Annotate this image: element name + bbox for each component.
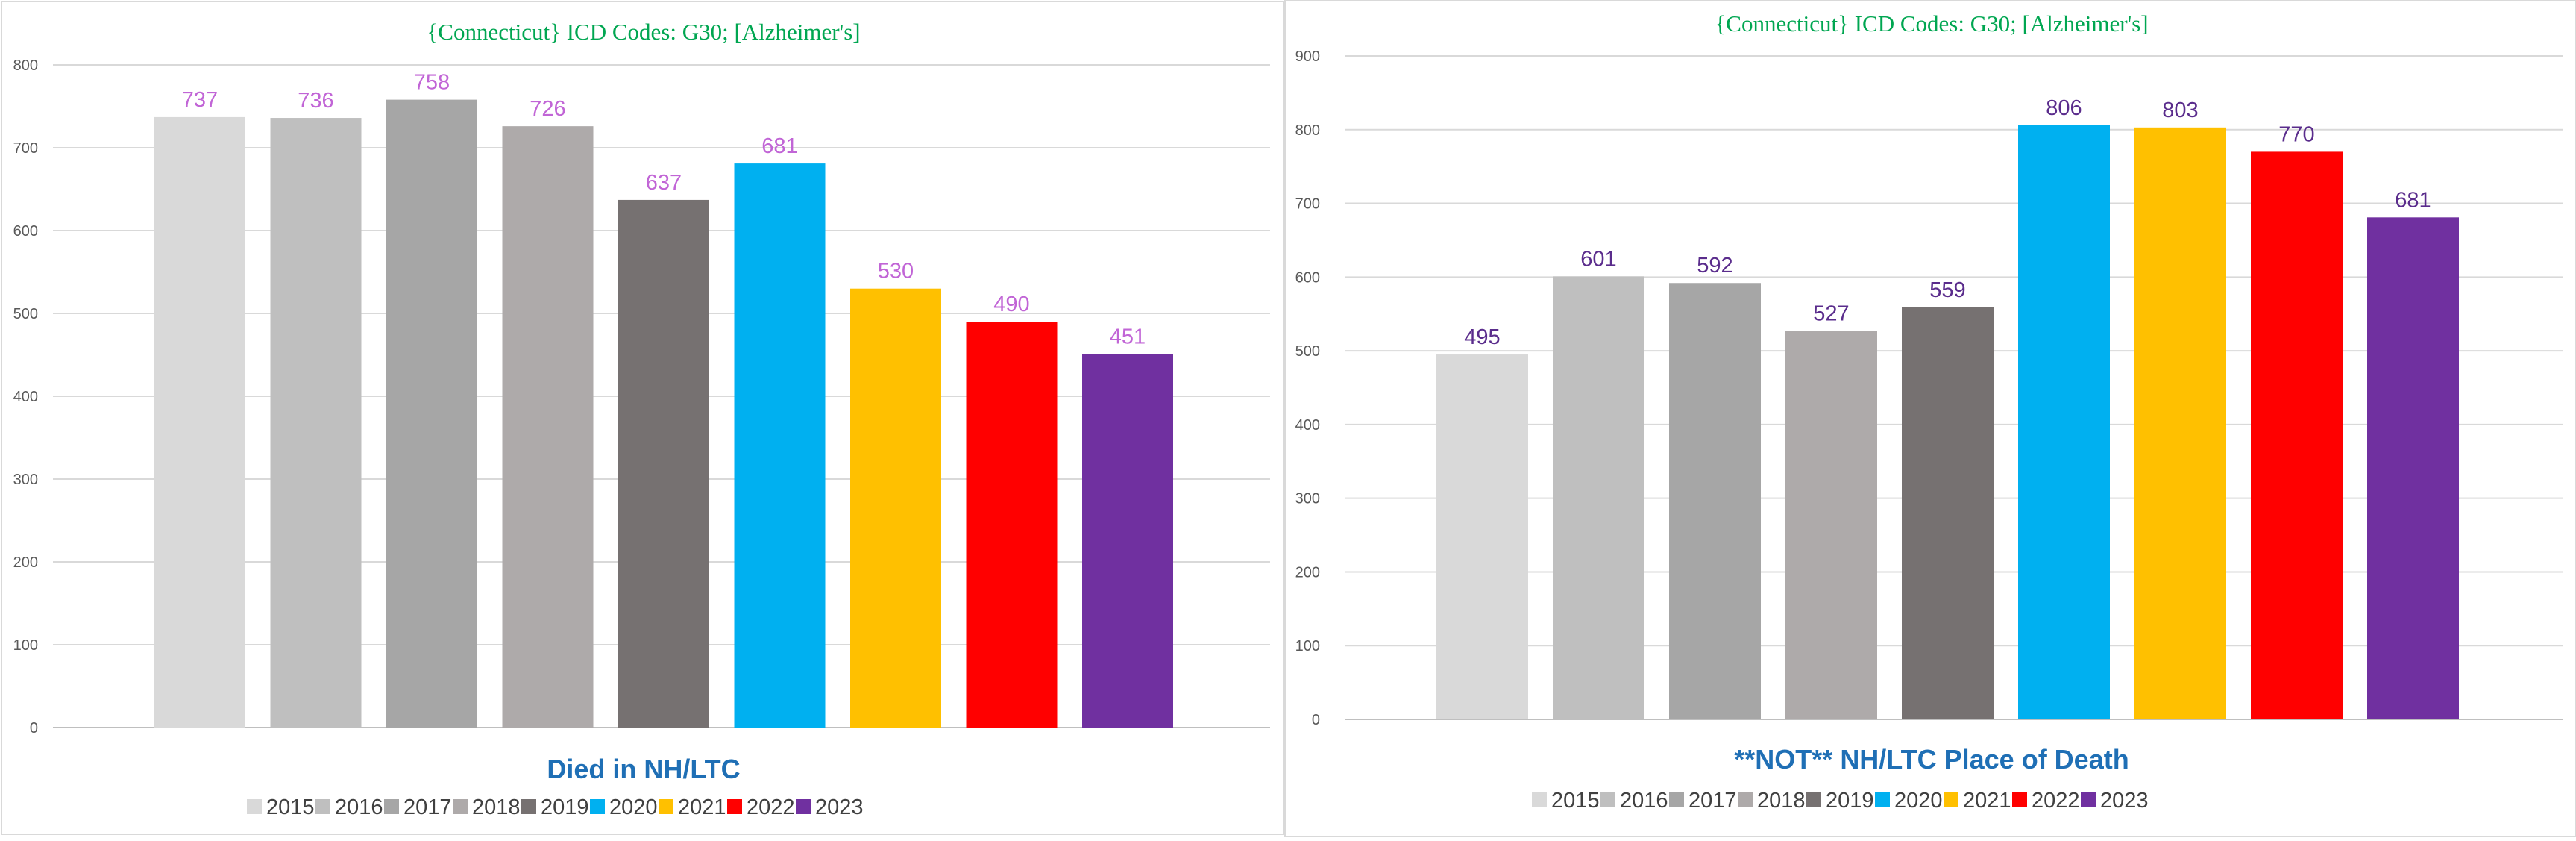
y-tick-label: 300 bbox=[1295, 491, 1320, 507]
chart-title: {Connecticut} ICD Codes: G30; [Alzheimer… bbox=[1715, 10, 2148, 37]
legend-label-2019: 2019 bbox=[1826, 789, 1874, 813]
legend-swatch-2016 bbox=[1600, 792, 1615, 807]
legend-label-2016: 2016 bbox=[1620, 789, 1668, 813]
chart-panel-not-nh-ltc: {Connecticut} ICD Codes: G30; [Alzheimer… bbox=[1284, 0, 2576, 837]
chart-svg-right: {Connecticut} ICD Codes: G30; [Alzheimer… bbox=[1295, 10, 2563, 813]
bar-2016 bbox=[270, 118, 362, 728]
bar-2022 bbox=[966, 322, 1058, 728]
legend-swatch-2017 bbox=[1669, 792, 1684, 807]
y-tick-label: 800 bbox=[1295, 122, 1320, 139]
y-tick-label: 800 bbox=[13, 57, 38, 74]
bar-2016 bbox=[1553, 276, 1644, 719]
legend-label-2015: 2015 bbox=[266, 795, 315, 819]
bar-2019 bbox=[618, 199, 709, 728]
y-tick-label: 700 bbox=[13, 140, 38, 157]
legend-swatch-2021 bbox=[1944, 792, 1958, 807]
bar-2020 bbox=[2018, 125, 2110, 720]
legend-swatch-2022 bbox=[2012, 792, 2027, 807]
legend-swatch-2020 bbox=[1875, 792, 1890, 807]
legend-label-2023: 2023 bbox=[815, 795, 864, 819]
data-label-2020: 681 bbox=[761, 134, 797, 158]
bar-2020 bbox=[734, 163, 826, 728]
chart-subtitle: **NOT** NH/LTC Place of Death bbox=[1734, 744, 2129, 775]
bar-2023 bbox=[2367, 217, 2459, 719]
legend-swatch-2021 bbox=[659, 799, 673, 814]
y-tick-label: 600 bbox=[1295, 269, 1320, 286]
data-label-2016: 736 bbox=[298, 89, 333, 113]
y-tick-label: 400 bbox=[13, 389, 38, 405]
y-tick-label: 500 bbox=[1295, 343, 1320, 360]
legend-label-2017: 2017 bbox=[403, 795, 452, 819]
bar-2022 bbox=[2251, 151, 2343, 719]
legend-label-2018: 2018 bbox=[472, 795, 521, 819]
legend-swatch-2017 bbox=[384, 799, 399, 814]
data-label-2017: 758 bbox=[414, 71, 450, 95]
legend-label-2021: 2021 bbox=[678, 795, 726, 819]
chart-subtitle: Died in NH/LTC bbox=[547, 754, 740, 784]
y-tick-label: 500 bbox=[13, 306, 38, 322]
bar-2019 bbox=[1902, 307, 1994, 719]
y-tick-label: 100 bbox=[1295, 638, 1320, 654]
legend-label-2022: 2022 bbox=[2032, 789, 2080, 813]
y-tick-label: 400 bbox=[1295, 417, 1320, 434]
data-label-2018: 726 bbox=[530, 97, 565, 121]
data-label-2019: 559 bbox=[1929, 278, 1965, 302]
legend-swatch-2018 bbox=[1738, 792, 1753, 807]
legend-label-2019: 2019 bbox=[541, 795, 589, 819]
legend-label-2017: 2017 bbox=[1688, 789, 1737, 813]
legend-label-2020: 2020 bbox=[1894, 789, 1943, 813]
y-tick-label: 700 bbox=[1295, 196, 1320, 213]
legend-swatch-2019 bbox=[521, 799, 536, 814]
legend-swatch-2022 bbox=[727, 799, 742, 814]
legend-label-2020: 2020 bbox=[609, 795, 658, 819]
legend-swatch-2023 bbox=[2081, 792, 2096, 807]
y-tick-label: 0 bbox=[1312, 712, 1320, 728]
legend-swatch-2019 bbox=[1806, 792, 1821, 807]
bar-2017 bbox=[386, 99, 477, 728]
legend-label-2018: 2018 bbox=[1757, 789, 1806, 813]
y-tick-label: 300 bbox=[13, 472, 38, 488]
y-tick-label: 200 bbox=[13, 554, 38, 571]
legend-label-2021: 2021 bbox=[1963, 789, 2011, 813]
data-label-2022: 490 bbox=[993, 293, 1029, 316]
bar-2023 bbox=[1082, 354, 1173, 728]
legend-swatch-2016 bbox=[315, 799, 330, 814]
bar-2018 bbox=[502, 126, 594, 728]
bar-2021 bbox=[2134, 127, 2226, 719]
legend-label-2015: 2015 bbox=[1551, 789, 1600, 813]
chart-title: {Connecticut} ICD Codes: G30; [Alzheimer… bbox=[427, 19, 860, 45]
y-tick-label: 200 bbox=[1295, 564, 1320, 581]
y-tick-label: 0 bbox=[30, 720, 38, 737]
bar-2018 bbox=[1785, 331, 1877, 719]
y-tick-label: 600 bbox=[13, 223, 38, 240]
chart-svg-left: {Connecticut} ICD Codes: G30; [Alzheimer… bbox=[13, 19, 1270, 819]
data-label-2020: 806 bbox=[2046, 96, 2082, 120]
legend-swatch-2015 bbox=[247, 799, 262, 814]
legend-label-2016: 2016 bbox=[335, 795, 383, 819]
y-tick-label: 100 bbox=[13, 637, 38, 654]
data-label-2015: 495 bbox=[1464, 325, 1500, 349]
chart-panel-died-in-nh-ltc: {Connecticut} ICD Codes: G30; [Alzheimer… bbox=[1, 1, 1284, 835]
data-label-2023: 681 bbox=[2395, 188, 2431, 212]
data-label-2021: 803 bbox=[2162, 99, 2198, 122]
legend-swatch-2018 bbox=[453, 799, 468, 814]
bar-2021 bbox=[850, 288, 941, 728]
y-tick-label: 900 bbox=[1295, 49, 1320, 65]
data-label-2023: 451 bbox=[1110, 325, 1146, 348]
data-label-2015: 737 bbox=[182, 88, 218, 112]
legend-swatch-2023 bbox=[796, 799, 811, 814]
legend-swatch-2020 bbox=[590, 799, 605, 814]
legend-label-2023: 2023 bbox=[2100, 789, 2149, 813]
data-label-2022: 770 bbox=[2278, 122, 2314, 146]
legend-label-2022: 2022 bbox=[747, 795, 795, 819]
data-label-2018: 527 bbox=[1813, 301, 1849, 325]
data-label-2016: 601 bbox=[1580, 247, 1616, 271]
bar-2015 bbox=[1436, 354, 1528, 719]
bar-2015 bbox=[154, 116, 245, 728]
data-label-2017: 592 bbox=[1697, 254, 1732, 278]
bar-2017 bbox=[1669, 283, 1761, 719]
data-label-2021: 530 bbox=[878, 260, 914, 284]
legend-swatch-2015 bbox=[1532, 792, 1547, 807]
data-label-2019: 637 bbox=[646, 171, 682, 195]
